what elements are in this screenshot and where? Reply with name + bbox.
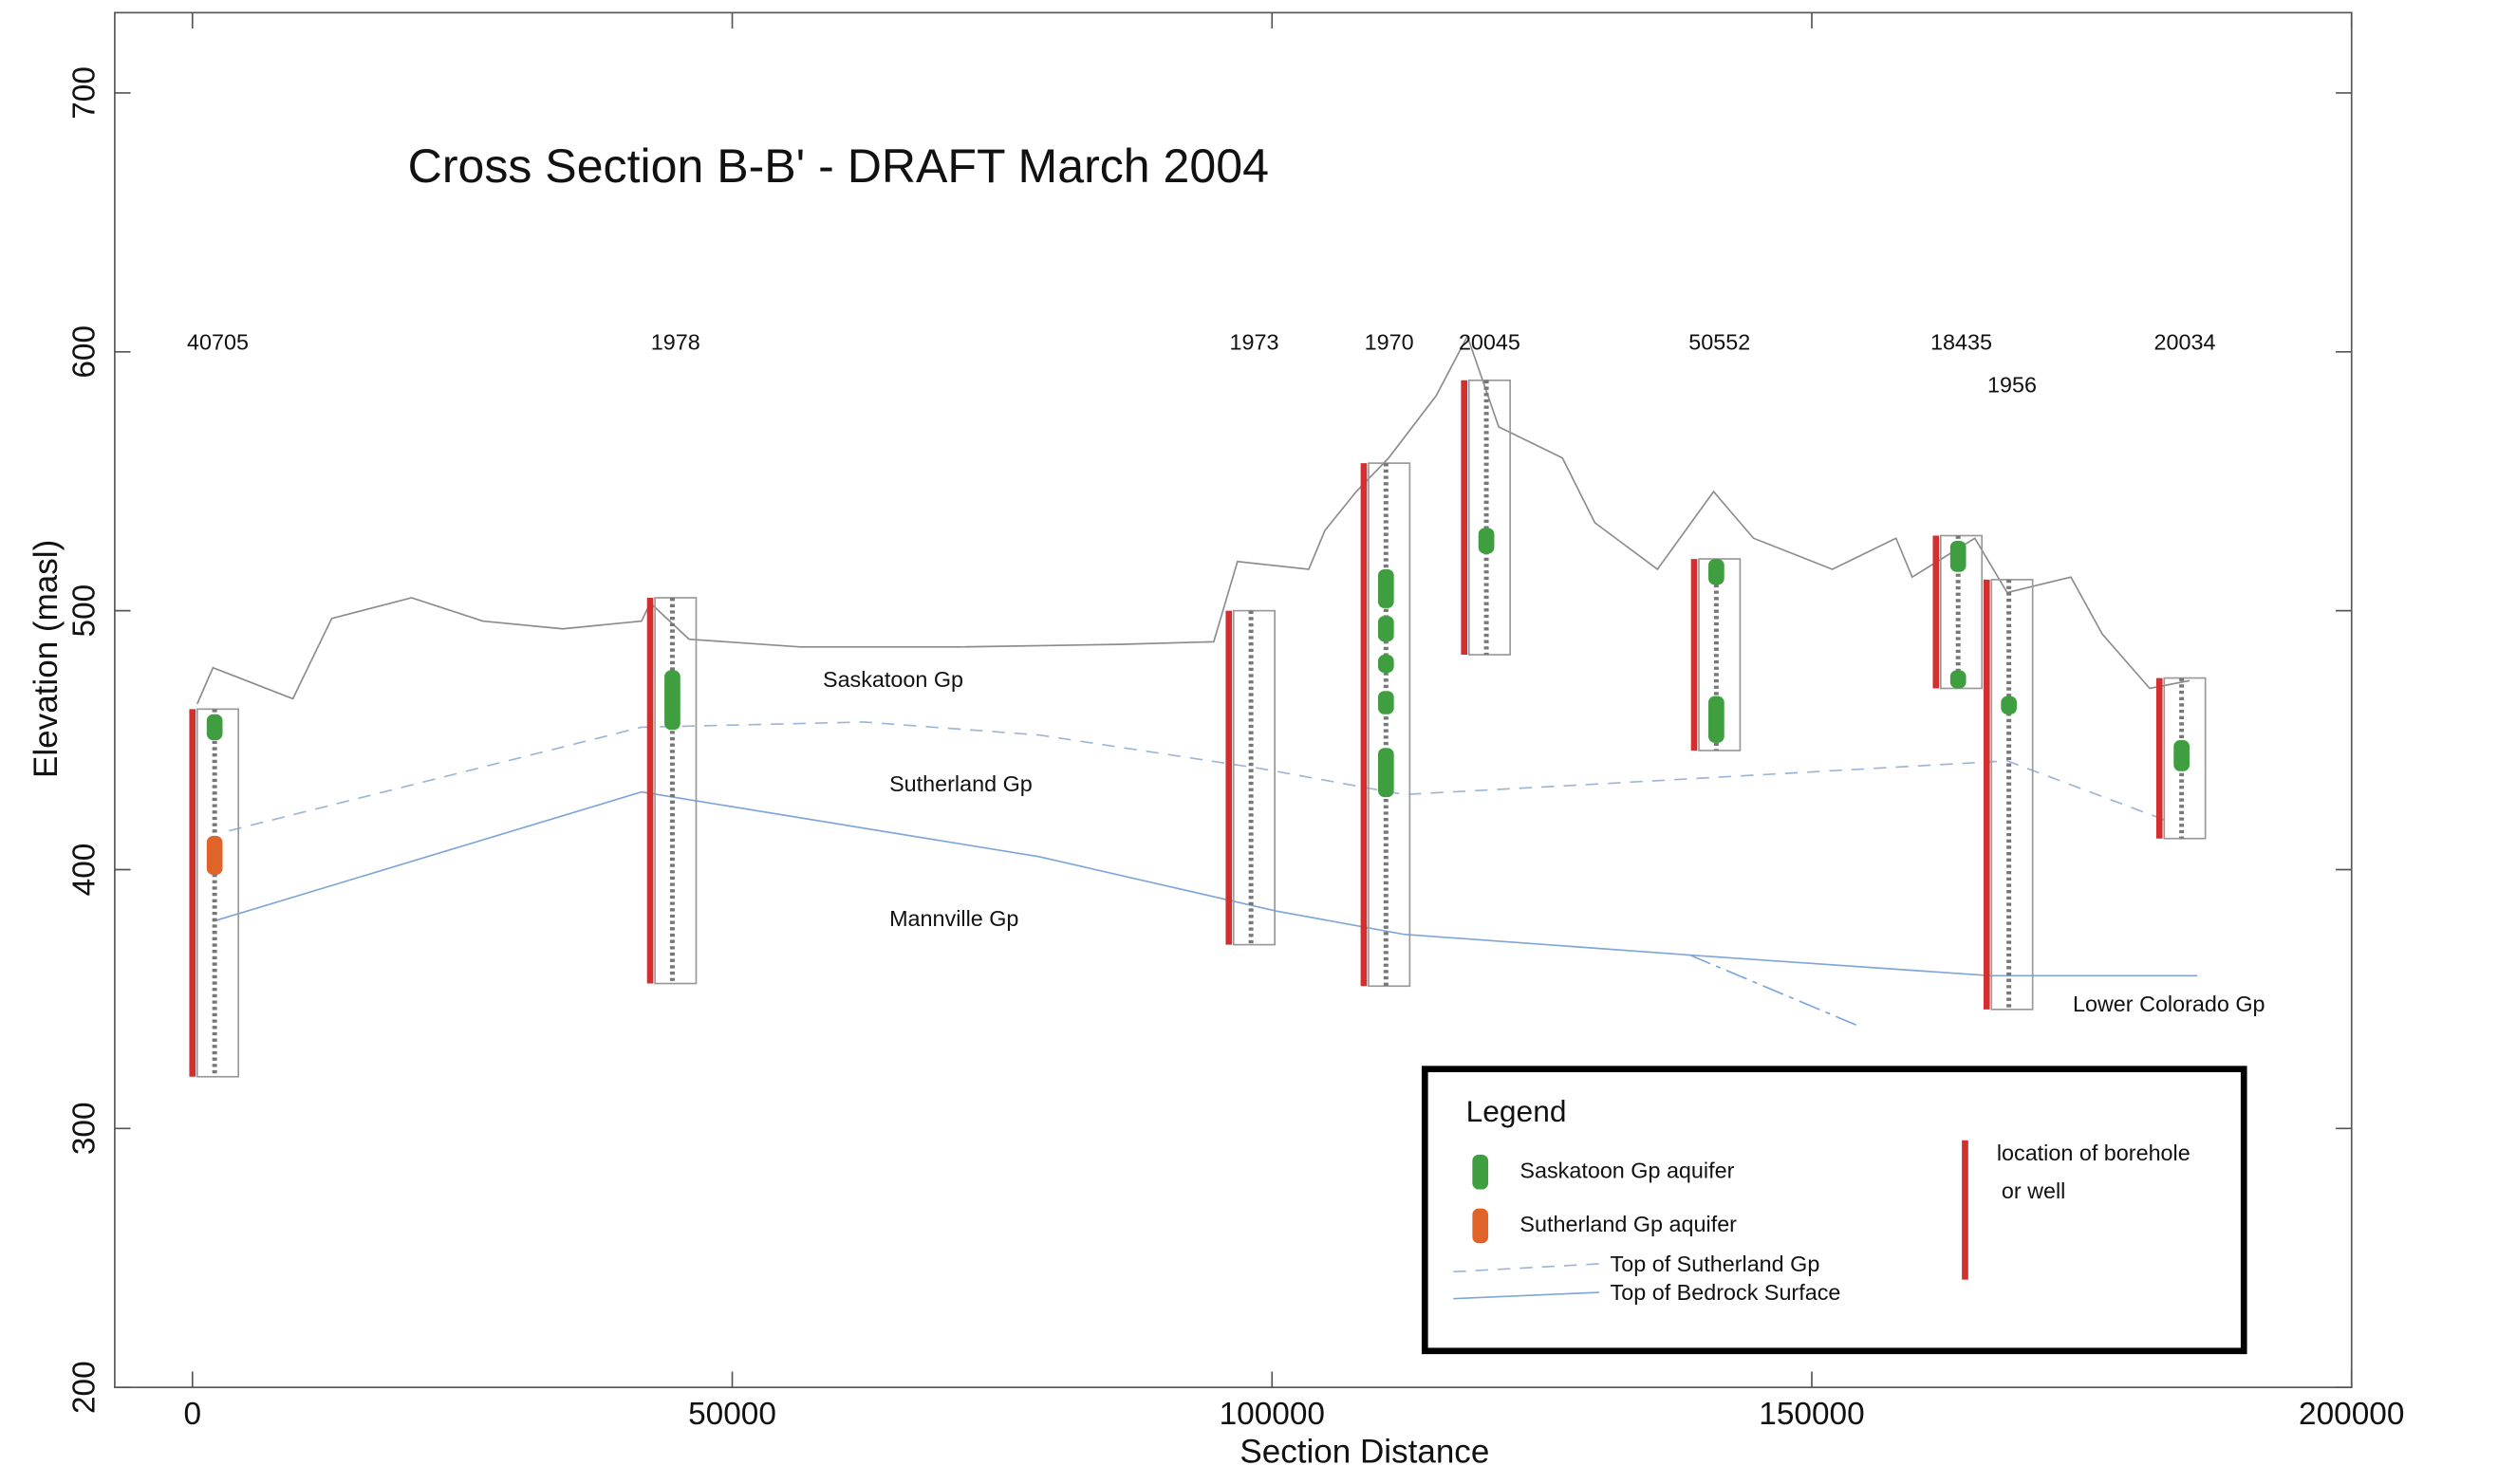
borehole-label: 20034 <box>2153 329 2215 354</box>
profile-line <box>213 790 2198 977</box>
legend-label: Sutherland Gp aquifer <box>1519 1212 1737 1236</box>
borehole-column <box>1698 558 1742 751</box>
aquifer <box>1478 528 1495 554</box>
legend-label: Top of Sutherland Gp <box>1611 1252 1820 1276</box>
legend-swatch <box>1472 1154 1489 1190</box>
aquifer <box>1377 691 1394 714</box>
borehole-column <box>654 597 698 985</box>
borehole-label: 1978 <box>651 329 700 354</box>
y-tick-label: 300 <box>67 1102 103 1155</box>
y-tick-label: 600 <box>67 325 103 379</box>
aquifer <box>1949 540 1967 572</box>
legend-line <box>1453 1291 1599 1300</box>
legend-label: or well <box>2002 1178 2066 1203</box>
formation-label: Sutherland Gp <box>889 771 1033 796</box>
aquifer <box>1708 559 1724 585</box>
borehole-label: 1973 <box>1229 329 1278 354</box>
x-axis-label: Section Distance <box>1240 1434 1489 1471</box>
x-tick-label: 50000 <box>688 1397 776 1432</box>
borehole-label: 50552 <box>1688 329 1750 354</box>
x-tick-label: 150000 <box>1759 1397 1864 1432</box>
aquifer <box>2001 696 2017 714</box>
borehole-column <box>2163 677 2207 840</box>
legend-title: Legend <box>1466 1094 1567 1128</box>
y-tick-label: 700 <box>67 66 103 120</box>
borehole-column <box>1368 462 1411 988</box>
legend-swatch <box>1472 1208 1489 1244</box>
aquifer <box>206 714 223 741</box>
borehole-column <box>196 708 240 1078</box>
borehole-label: 1970 <box>1365 329 1414 354</box>
borehole-column <box>1232 609 1276 946</box>
aquifer <box>1377 616 1394 642</box>
borehole-column <box>1467 379 1511 656</box>
x-tick-label: 100000 <box>1220 1397 1325 1432</box>
legend-line <box>1453 1263 1599 1273</box>
formation-label: Mannville Gp <box>889 906 1018 931</box>
formation-label: Saskatoon Gp <box>823 667 963 692</box>
legend-label: location of borehole <box>1997 1141 2190 1165</box>
aquifer <box>1708 696 1724 743</box>
y-tick-label: 400 <box>67 844 103 897</box>
aquifer <box>1377 748 1394 798</box>
aquifer <box>664 670 680 731</box>
aquifer <box>1377 568 1394 608</box>
legend-label: Saskatoon Gp aquifer <box>1519 1158 1734 1182</box>
profile-line <box>1689 954 1856 1026</box>
borehole-column <box>1939 534 1984 690</box>
legend-label: Top of Bedrock Surface <box>1611 1280 1841 1305</box>
x-tick-label: 0 <box>184 1397 202 1432</box>
borehole-label: 1956 <box>1987 372 2037 397</box>
plot-frame <box>114 11 2353 1389</box>
formation-label: Lower Colorado Gp <box>2073 992 2265 1016</box>
y-tick-label: 200 <box>67 1361 103 1414</box>
profile-line <box>229 721 2167 832</box>
aquifer <box>1949 670 1967 689</box>
y-tick-label: 500 <box>67 584 103 638</box>
y-axis-label: Elevation (masl) <box>28 540 65 778</box>
x-tick-label: 200000 <box>2299 1397 2404 1432</box>
aquifer <box>1377 655 1394 674</box>
aquifer <box>2173 740 2190 771</box>
borehole-label: 40705 <box>187 329 249 354</box>
aquifer <box>206 836 223 875</box>
legend-box <box>1421 1066 2247 1355</box>
borehole-label: 18435 <box>1930 329 1992 354</box>
borehole-label: 20045 <box>1459 329 1520 354</box>
borehole-column <box>1990 579 2034 1011</box>
chart-title: Cross Section B-B' - DRAFT March 2004 <box>408 139 1269 193</box>
profile-line <box>196 334 2190 705</box>
